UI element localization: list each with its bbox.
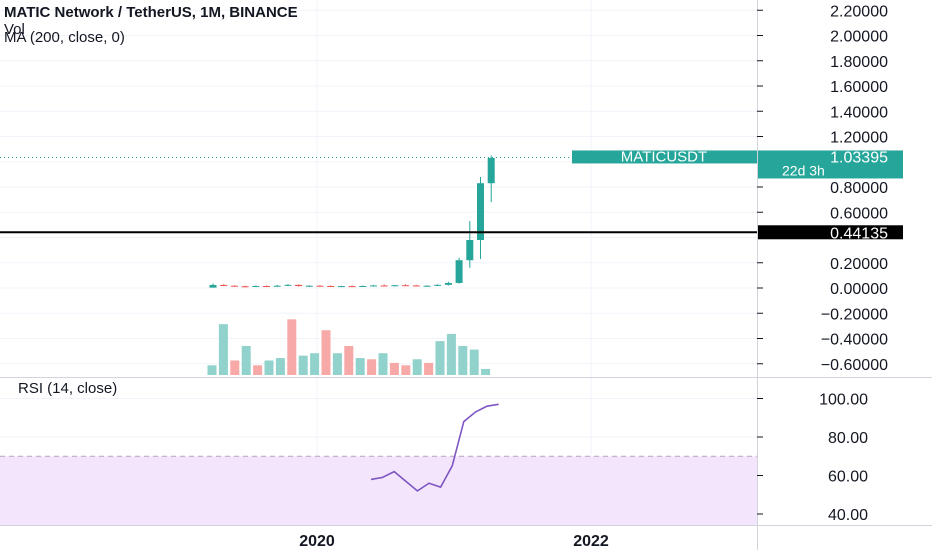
volume-bar [435,341,445,375]
volume-bar [332,353,342,375]
candle-body [295,284,303,287]
rsi-axis-tick-label: 40.00 [828,507,868,524]
countdown-label: 22d 3h [782,162,825,178]
price-axis-tick-label: 0.80000 [830,180,888,197]
candle-body [434,284,442,286]
candle-body [209,284,217,288]
last-price-label: 1.03395 [830,149,888,166]
volume-bar [367,359,377,375]
volume-bar [458,345,468,375]
volume-bar [310,353,320,375]
rsi-line [370,403,499,492]
price-axis-tick-label: −0.40000 [821,332,888,349]
candle-body [455,260,463,283]
candle-body [444,282,452,285]
price-axis-tick-label: 1.80000 [830,54,888,71]
candle-body [327,285,335,287]
price-axis-tick-label: 0.00000 [830,281,888,298]
volume-bar [241,345,251,375]
candle-body [477,183,484,241]
volume-bar [253,365,263,375]
candle-body [391,285,399,287]
candle-body [284,284,292,286]
volume-bar [207,365,217,375]
price-axis-tick-label: 2.20000 [830,3,888,20]
candle-body [348,286,356,288]
candle-body [423,285,431,287]
candle-body [487,157,495,184]
candle-body [220,284,228,286]
horizontal-level-label: 0.44135 [830,225,888,242]
price-axis-tick-label: 0.60000 [830,205,888,222]
ma-label: MA (200, close, 0) [4,29,125,46]
candle-body [380,285,388,287]
time-axis-tick-label: 2022 [573,533,609,550]
symbol-label-box [572,150,757,164]
candle-body [230,285,238,287]
price-axis-tick-label: 1.40000 [830,104,888,121]
candle-body [412,285,420,287]
rsi-label: RSI (14, close) [18,380,118,397]
volume-bar [412,359,422,375]
price-axis-tick-label: −0.60000 [821,357,888,374]
last-price-label-box [758,150,903,179]
volume-bar [264,360,274,375]
rsi-axis-tick-label: 60.00 [828,469,868,486]
volume-label: Vol [4,21,25,38]
candle-body [241,286,249,288]
candle-body [370,285,377,287]
volume-bar [355,358,365,375]
rsi-axis-tick-label: 80.00 [828,430,868,447]
volume-bar [344,345,354,375]
volume-bar [446,333,456,375]
price-axis-tick-label: 1.20000 [830,130,888,147]
volume-bar [287,319,297,375]
volume-bar [218,324,228,375]
volume-bar [298,355,308,375]
price-axis-tick-label: 2.00000 [830,29,888,46]
volume-bar [389,362,399,375]
candle-body [316,285,324,287]
candle-body [263,285,270,287]
price-axis-tick-label: 1.60000 [830,79,888,96]
volume-bar [401,365,411,375]
volume-bar [469,349,479,375]
candle-body [252,285,260,287]
rsi-axis-tick-label: 100.00 [819,392,868,409]
candle-body [359,285,367,287]
volume-bar [275,358,285,375]
candle-body [402,285,410,287]
volume-bar [230,360,240,375]
horizontal-level-label-box [758,225,903,240]
volume-bar [378,353,388,375]
rsi-background-band [0,456,757,525]
price-axis-tick-label: −0.20000 [821,306,888,323]
symbol-label: MATICUSDT [621,148,707,165]
candle-body [305,285,313,287]
volume-bar [321,330,331,375]
candle-body [337,286,345,288]
volume-bar [424,362,434,375]
price-axis-tick-label: 0.20000 [830,256,888,273]
candle-body [466,240,474,261]
volume-bar [481,368,491,375]
chart-title: MATIC Network / TetherUS, 1M, BINANCE [4,4,298,21]
time-axis-tick-label: 2020 [299,533,335,550]
candle-body [273,285,281,287]
